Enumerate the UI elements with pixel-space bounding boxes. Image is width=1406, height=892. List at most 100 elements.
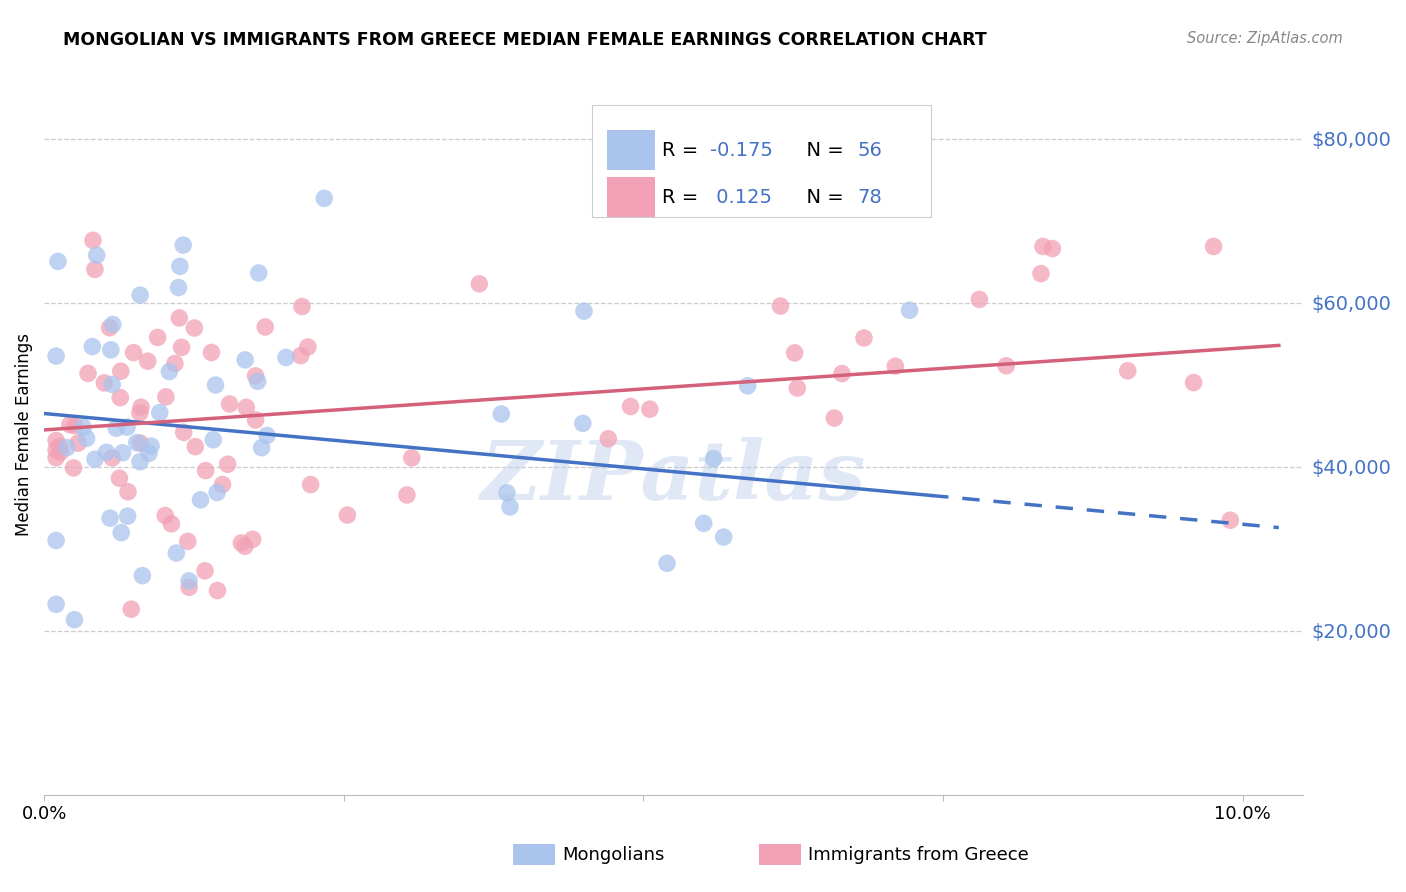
Point	[153, 508, 176, 523]
Point	[291, 300, 314, 314]
Point	[76, 431, 98, 445]
Point	[160, 516, 183, 531]
Point	[231, 536, 253, 550]
Point	[247, 266, 270, 280]
Text: ZIPatlas: ZIPatlas	[481, 437, 866, 517]
Point	[233, 539, 256, 553]
Point	[129, 288, 152, 302]
Point	[499, 500, 522, 514]
Point	[1202, 239, 1225, 253]
Point	[194, 464, 217, 478]
Point	[110, 391, 132, 405]
Point	[202, 433, 225, 447]
Point	[242, 533, 264, 547]
Point	[63, 418, 86, 433]
Point	[101, 318, 124, 332]
Point	[59, 417, 82, 432]
Point	[111, 446, 134, 460]
Point	[82, 340, 104, 354]
Point	[245, 368, 267, 383]
Point	[179, 580, 201, 594]
Point	[831, 367, 853, 381]
Point	[290, 349, 312, 363]
Point	[314, 191, 336, 205]
FancyBboxPatch shape	[607, 130, 655, 170]
Point	[218, 397, 240, 411]
Point	[245, 413, 267, 427]
Point	[254, 320, 277, 334]
Text: MONGOLIAN VS IMMIGRANTS FROM GREECE MEDIAN FEMALE EARNINGS CORRELATION CHART: MONGOLIAN VS IMMIGRANTS FROM GREECE MEDI…	[63, 31, 987, 49]
Point	[163, 357, 186, 371]
Point	[48, 440, 70, 454]
Point	[96, 445, 118, 459]
Point	[100, 343, 122, 357]
Point	[969, 293, 991, 307]
Point	[737, 379, 759, 393]
Point	[297, 340, 319, 354]
Point	[619, 400, 641, 414]
Point	[884, 359, 907, 374]
FancyBboxPatch shape	[607, 178, 655, 217]
Point	[401, 450, 423, 465]
Point	[45, 450, 67, 465]
Point	[56, 441, 79, 455]
Point	[146, 330, 169, 344]
Point	[129, 400, 152, 414]
Point	[117, 509, 139, 524]
Point	[77, 367, 100, 381]
Y-axis label: Median Female Earnings: Median Female Earnings	[15, 333, 32, 535]
Point	[491, 407, 513, 421]
Point	[165, 546, 187, 560]
Point	[1032, 239, 1054, 253]
Point	[250, 441, 273, 455]
Point	[167, 280, 190, 294]
Point	[200, 345, 222, 359]
Point	[155, 390, 177, 404]
Text: R =: R =	[662, 187, 704, 207]
Point	[139, 439, 162, 453]
Point	[149, 406, 172, 420]
Point	[45, 533, 67, 548]
Text: Mongolians: Mongolians	[562, 846, 665, 863]
Point	[177, 574, 200, 588]
Point	[98, 511, 121, 525]
Point	[204, 378, 226, 392]
Point	[115, 420, 138, 434]
Point	[256, 428, 278, 442]
Text: N =: N =	[794, 141, 851, 160]
Point	[169, 310, 191, 325]
Point	[93, 376, 115, 390]
Point	[786, 381, 808, 395]
Text: -0.175: -0.175	[710, 141, 773, 160]
Point	[898, 303, 921, 318]
Point	[468, 277, 491, 291]
Point	[572, 304, 595, 318]
Text: Immigrants from Greece: Immigrants from Greece	[808, 846, 1029, 863]
Point	[45, 434, 67, 448]
Point	[45, 597, 67, 611]
Point	[125, 435, 148, 450]
Point	[45, 349, 67, 363]
Point	[183, 321, 205, 335]
Point	[101, 377, 124, 392]
Point	[49, 445, 72, 459]
Point	[395, 488, 418, 502]
Point	[172, 238, 194, 252]
Point	[84, 452, 107, 467]
Text: R =: R =	[662, 141, 704, 160]
Point	[129, 436, 152, 450]
Point	[638, 402, 661, 417]
Point	[233, 352, 256, 367]
Point	[1219, 513, 1241, 527]
Point	[108, 471, 131, 485]
Point	[496, 485, 519, 500]
Point	[572, 417, 595, 431]
Point	[136, 354, 159, 368]
Point	[205, 485, 228, 500]
Point	[170, 340, 193, 354]
Point	[110, 364, 132, 378]
Point	[46, 254, 69, 268]
Point	[211, 477, 233, 491]
Point	[1182, 376, 1205, 390]
Point	[995, 359, 1018, 373]
